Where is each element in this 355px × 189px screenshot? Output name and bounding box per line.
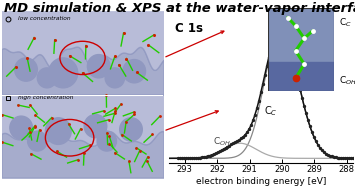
Text: low concentration: low concentration — [18, 16, 71, 21]
Circle shape — [105, 68, 125, 88]
Bar — [268, 8, 334, 62]
Circle shape — [84, 115, 107, 138]
X-axis label: electron binding energy [eV]: electron binding energy [eV] — [196, 177, 326, 186]
Text: high concentration: high concentration — [18, 95, 73, 100]
Circle shape — [10, 116, 32, 139]
Circle shape — [49, 58, 78, 88]
Text: C$_{OH}$: C$_{OH}$ — [339, 74, 355, 87]
Circle shape — [97, 131, 116, 151]
Text: C$_C$: C$_C$ — [339, 16, 352, 29]
Text: MD simulation & XPS at the water-vapor interface: MD simulation & XPS at the water-vapor i… — [4, 2, 355, 15]
Circle shape — [120, 118, 142, 141]
Circle shape — [37, 68, 57, 88]
Circle shape — [28, 131, 47, 151]
Circle shape — [15, 58, 37, 81]
Bar — [268, 62, 334, 91]
Text: C 1s: C 1s — [175, 22, 203, 35]
Text: C$_{OH}$: C$_{OH}$ — [213, 135, 231, 148]
Circle shape — [45, 118, 71, 144]
Circle shape — [87, 55, 110, 78]
Circle shape — [123, 60, 146, 83]
Text: C$_C$: C$_C$ — [264, 105, 278, 119]
